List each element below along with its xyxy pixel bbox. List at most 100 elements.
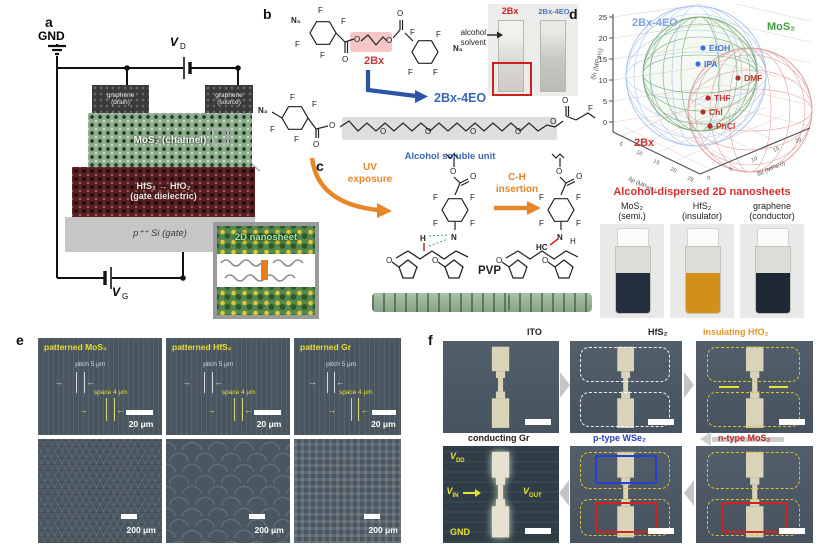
x-tick: 15 (772, 146, 780, 154)
x-tick: 0 (706, 175, 711, 182)
atom-label: F (470, 193, 475, 202)
vdd-sub: DD (455, 457, 465, 464)
y-tick: 5 (618, 141, 624, 148)
circuit-wires (56, 44, 239, 279)
atom-label: F (436, 30, 441, 39)
hansen-3d-plot: 25 20 15 10 5 0 δh (MPa½) 5 10 15 20 25 … (589, 4, 813, 195)
micrograph-title: patterned MoS₂ (44, 342, 107, 352)
atom-label: O (432, 256, 438, 265)
dielectric-label-line1: HfS₂ → HfO₂ (136, 181, 191, 192)
arrow-left-icon: ← (214, 376, 224, 387)
solvent-label-chl: Chl (709, 107, 723, 117)
space-annotation: space 4 μm (221, 389, 256, 397)
uv-exposure-line2: exposure (348, 174, 393, 185)
mos2-region-outline (594, 502, 658, 534)
hfo2-region-outline (706, 391, 801, 427)
vial-body (615, 246, 651, 314)
solvent-point-chl (700, 109, 706, 115)
vial-photo-hfs2 (670, 224, 734, 318)
crosslink-bond-icon (261, 260, 268, 280)
arrow-right-icon: → (78, 404, 88, 415)
hfs2-region-outline (580, 391, 670, 427)
gnd-label: GND (449, 527, 470, 538)
micrograph-hfs2-arcs: 200 μm (166, 439, 290, 543)
vial-hfs2-caption: HfS₂ (insulator) (669, 201, 735, 222)
atom-label: O (576, 172, 582, 181)
plot-axes (612, 14, 811, 175)
caption-line2: (insulator) (681, 211, 722, 222)
hfo2-region-outline (706, 499, 801, 537)
vd-label: V (170, 35, 179, 49)
zoom-marker-box (212, 128, 229, 145)
reaction-arrow-blue (365, 70, 428, 103)
atom-label: O (425, 127, 431, 136)
arrow-left-icon: ← (244, 404, 254, 415)
vial-photo-mos2 (600, 224, 664, 318)
graphene-drain-block: graphene (drain) (92, 85, 149, 113)
ch-h-label: H (420, 234, 426, 243)
process-arrow-left-icon (700, 432, 711, 446)
pitch-marker-line (83, 371, 85, 394)
node-dot (180, 275, 186, 281)
hfs2-region-outline (580, 347, 670, 383)
solvent-label-thf: THF (714, 93, 731, 103)
panel-d-label: d (569, 6, 578, 22)
nitrene-n-label: N (451, 233, 457, 242)
x-tick: 20 (794, 137, 802, 145)
vin-arrow-icon (475, 488, 482, 497)
source-label-line2: (source) (217, 99, 241, 106)
step-label-wse2: p-type WSe₂ (593, 433, 647, 443)
atom-label: F (576, 193, 581, 202)
sphere-2bx4eo (625, 5, 767, 147)
node-dot (124, 65, 130, 71)
eo-chain-highlight (342, 117, 557, 140)
atom-label: F (318, 6, 323, 15)
amine-n-label: N (557, 233, 563, 242)
device-photo-hfs2 (570, 341, 682, 433)
process-arrow-tail (712, 437, 784, 442)
device-photo-hfo2 (696, 341, 813, 433)
atom-label: F (588, 104, 593, 113)
atom-label: F (433, 68, 438, 77)
arrow-right-icon: → (54, 376, 64, 387)
nanosheet-bottom (217, 287, 315, 315)
scale-bar (778, 528, 805, 535)
y-tick: 25 (686, 175, 694, 183)
hfo2-region-outline (706, 347, 801, 383)
scale-bar (371, 409, 396, 415)
pvp-label: PVP (478, 265, 501, 277)
scale-text: 20 μm (256, 418, 282, 429)
vial-liquid (616, 273, 650, 313)
atom-label: F (539, 193, 544, 202)
atom-label: H (570, 237, 576, 246)
micrograph-title: patterned Gr (300, 342, 352, 352)
vg-sub: G (122, 292, 128, 301)
channel-label: MoS₂ (channel) (133, 134, 207, 146)
arrow-left-icon: ← (360, 404, 370, 415)
mos2-channel-layer: MoS₂ (channel) (88, 113, 252, 167)
ground-icon (48, 44, 66, 56)
panel-b-label: b (263, 6, 272, 22)
atom-label: O (342, 55, 348, 64)
scale-bar (121, 513, 138, 519)
panel-a-label: a (45, 14, 53, 30)
z-tick: 25 (599, 13, 607, 22)
hfo2-region-outline (706, 451, 801, 489)
vial-2bx4eo-label: 2Bx-4EO (538, 7, 570, 16)
vial-2bx-label: 2Bx (501, 6, 519, 16)
atom-label: F (270, 125, 275, 134)
micrograph-mos2-stripes: patterned MoS₂ pitch 5 μm → ← space 4 μm… (38, 338, 162, 435)
scale-bar (524, 528, 551, 535)
scale-bar (778, 418, 805, 425)
pitch-marker-line (333, 371, 335, 394)
atom-label: N₃ (291, 16, 301, 25)
arrow-right-icon: → (206, 404, 216, 415)
inverter-photo-wse2 (570, 446, 682, 543)
scale-text: 200 μm (126, 525, 156, 536)
dielectric-label-line2: (gate dielectric) (130, 191, 197, 201)
atom-label: O (496, 256, 502, 265)
atom-label: F (408, 68, 413, 77)
vial-liquid (756, 273, 790, 313)
pitch-annotation: pitch 5 μm (203, 361, 234, 369)
